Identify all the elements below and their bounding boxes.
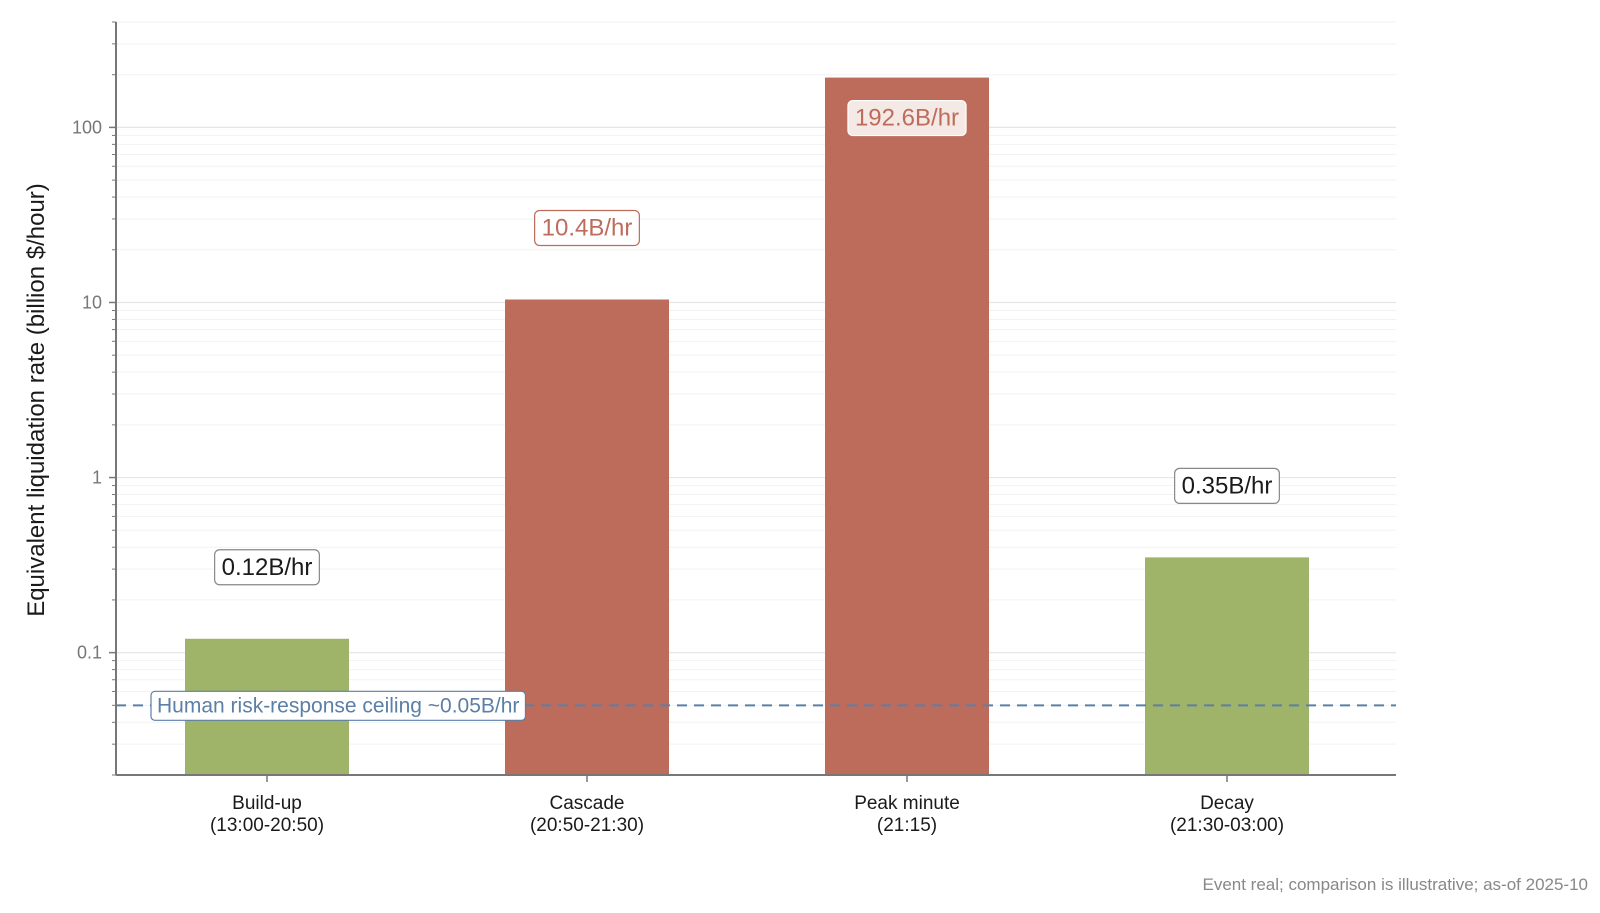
value-label: 0.12B/hr <box>222 554 313 581</box>
value-label: 10.4B/hr <box>542 214 633 241</box>
bar-decay <box>1145 557 1309 775</box>
y-tick-label: 1 <box>92 468 102 488</box>
value-label-box <box>847 99 967 137</box>
value-label-box <box>1174 467 1280 504</box>
bar-cascade <box>505 299 669 775</box>
value-labels-layer: 0.12B/hr 10.4B/hr 192.6B/hr 0.35B/hr <box>214 99 1280 586</box>
x-tick-sublabel: (13:00-20:50) <box>210 815 324 836</box>
x-tick-sublabel: (21:30-03:00) <box>1170 815 1284 836</box>
value-label-box <box>534 209 640 247</box>
value-label-group: 192.6B/hr <box>847 99 967 137</box>
axes-layer <box>115 22 1396 776</box>
y-tick-label: 10 <box>82 292 102 312</box>
value-label-group: 10.4B/hr <box>534 209 640 247</box>
x-tick-label: Build-up <box>232 793 302 814</box>
value-label: 192.6B/hr <box>855 105 959 132</box>
reference-label-box <box>150 690 527 721</box>
ticks-layer: Build-up(13:00-20:50) Cascade(20:50-21:30… <box>72 21 1284 836</box>
x-tick-sublabel: (20:50-21:30) <box>530 815 644 836</box>
footnote: Event real; comparison is illustrative; … <box>1202 875 1588 894</box>
x-tick-label: Decay <box>1200 793 1254 814</box>
x-tick-label: Peak minute <box>854 793 960 814</box>
bar-peak-minute <box>825 77 989 776</box>
reference-label-group: Human risk-response ceiling ~0.05B/hr <box>150 690 527 721</box>
y-tick-label: 100 <box>72 117 102 137</box>
reference-label: Human risk-response ceiling ~0.05B/hr <box>157 694 519 717</box>
x-tick-label: Cascade <box>550 793 625 814</box>
bars-layer <box>185 77 1309 776</box>
value-label: 0.35B/hr <box>1182 472 1273 499</box>
x-tick-sublabel: (21:15) <box>877 815 937 836</box>
value-label-box <box>214 549 320 586</box>
y-tick-label: 0.1 <box>77 643 102 663</box>
value-label-group: 0.35B/hr <box>1174 467 1280 504</box>
value-label-group: 0.12B/hr <box>214 549 320 586</box>
reference-line-layer: Human risk-response ceiling ~0.05B/hr <box>116 690 1396 721</box>
y-axis-title: Equivalent liquidation rate (billion $/h… <box>23 183 50 617</box>
